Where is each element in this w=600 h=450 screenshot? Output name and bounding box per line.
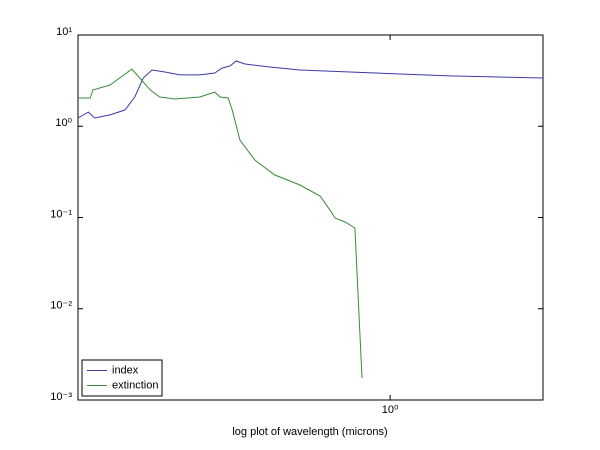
y-tick-label: 10⁻² xyxy=(50,300,72,312)
legend-label: index xyxy=(112,364,139,376)
legend-box xyxy=(81,359,163,397)
y-tick-label: 10⁰ xyxy=(55,117,72,129)
legend-label: extinction xyxy=(112,379,158,391)
line xyxy=(77,60,544,119)
x-axis-label: log plot of wavelength (microns) xyxy=(232,426,387,438)
y-tick-label: 10¹ xyxy=(56,26,72,38)
x-tick-label: 10⁰ xyxy=(382,404,399,416)
y-tick-label: 10⁻³ xyxy=(50,391,72,403)
line xyxy=(78,68,363,379)
y-tick-label: 10⁻¹ xyxy=(50,208,72,220)
